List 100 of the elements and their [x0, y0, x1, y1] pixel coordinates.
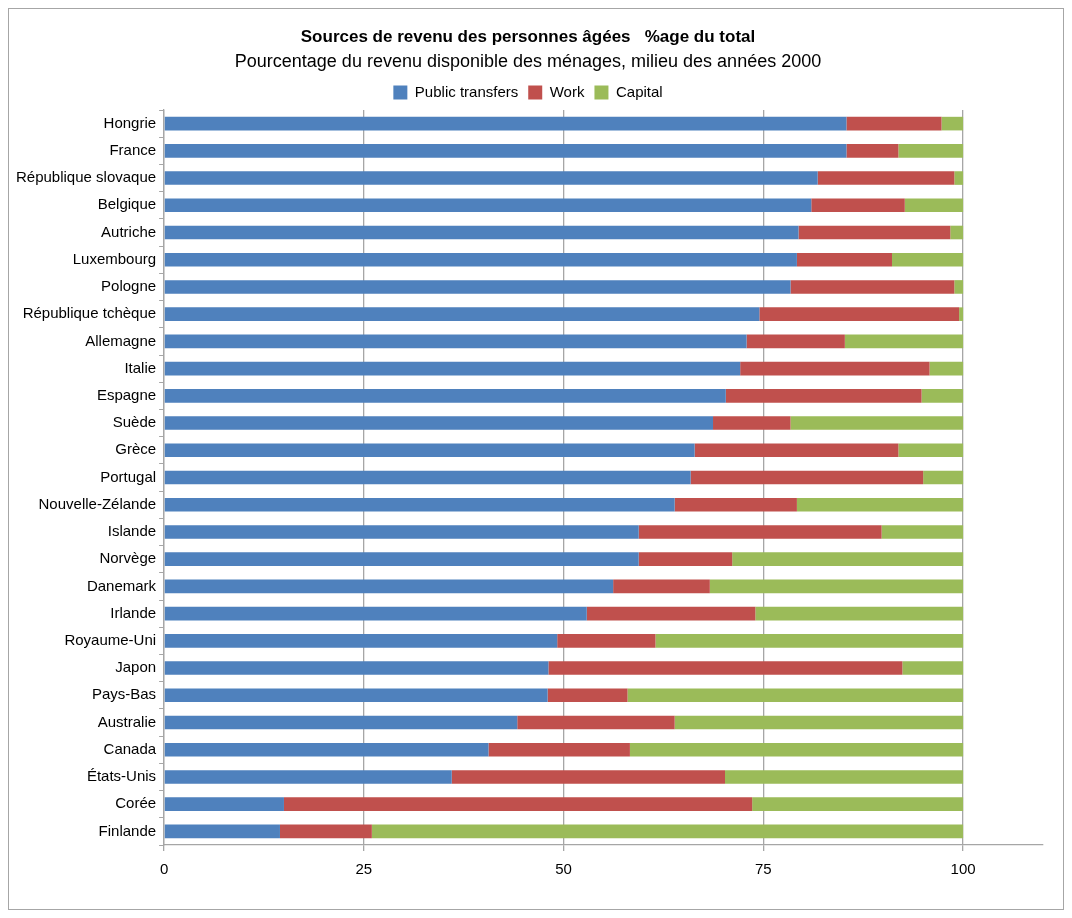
bar [638, 525, 882, 539]
bar [674, 497, 797, 512]
bar [164, 198, 812, 213]
y-tick-label: Norvège [99, 549, 157, 567]
y-tick-label: Islande [107, 522, 157, 540]
legend-label: Public transfers [414, 82, 519, 100]
y-tick-label: Canada [103, 739, 157, 757]
y-tick-label: République tchèque [22, 304, 157, 322]
bar [164, 661, 549, 675]
bar [713, 416, 791, 430]
bar [674, 715, 964, 730]
bar [164, 770, 452, 784]
bar [746, 334, 845, 349]
chart-subtitle: Pourcentage du revenu disponible des ménages, milieu des années 2000 [234, 51, 822, 72]
bar [923, 470, 964, 485]
bar [811, 198, 905, 213]
bar [846, 116, 942, 131]
bar [164, 361, 741, 376]
y-tick-label: Irlande [110, 603, 157, 621]
bar [959, 307, 964, 321]
bar [941, 116, 964, 131]
bar [790, 416, 964, 430]
y-tick-label: Italie [124, 358, 157, 376]
bar [950, 225, 964, 240]
bar [904, 198, 964, 213]
bar [709, 579, 964, 594]
bar [891, 252, 964, 267]
bar [164, 307, 760, 321]
y-tick-label: Japon [115, 658, 157, 676]
chart-title: Sources de revenu des personnes âgées %age du total [300, 26, 756, 46]
x-tick-label: 0 [159, 860, 169, 878]
bar [371, 824, 964, 839]
bar [164, 470, 691, 485]
bar [954, 280, 964, 294]
y-tick-label: Belgique [97, 195, 157, 213]
bar [164, 144, 847, 158]
bar [902, 661, 964, 675]
y-tick-label: Suède [112, 413, 157, 431]
bar [164, 225, 799, 240]
bar [846, 144, 899, 158]
bar [759, 307, 960, 321]
bar [164, 416, 714, 430]
bar [921, 389, 964, 403]
bar [725, 770, 964, 784]
bar [752, 797, 964, 811]
bar [694, 443, 899, 458]
legend-label: Work [549, 82, 585, 100]
y-tick-label: Allemagne [85, 331, 157, 349]
y-tick-label: Danemark [86, 576, 157, 594]
bar [164, 280, 791, 294]
bar [954, 171, 964, 185]
bar [164, 715, 518, 730]
bar [164, 171, 818, 185]
bar [164, 334, 747, 349]
bar [164, 116, 847, 131]
bar [627, 688, 964, 703]
x-tick-label: 50 [555, 860, 572, 878]
x-tick-label: 75 [755, 860, 772, 878]
bar [586, 606, 756, 621]
y-tick-label: Autriche [101, 222, 157, 240]
bar [164, 389, 726, 403]
bar [690, 470, 924, 485]
bar [548, 661, 903, 675]
bar [164, 824, 280, 839]
bar [164, 443, 695, 458]
bar [798, 225, 951, 240]
y-tick-label: Hongrie [103, 113, 157, 131]
y-tick-label: France [109, 140, 157, 158]
bar [164, 742, 489, 757]
bar [732, 552, 964, 566]
y-tick-label: Pologne [101, 277, 157, 295]
bar [725, 389, 922, 403]
bar [638, 552, 733, 566]
bar [164, 797, 284, 811]
y-tick-label: États-Unis [86, 767, 157, 785]
bar [881, 525, 964, 539]
bar [164, 252, 797, 267]
bar [164, 606, 587, 621]
bar [557, 634, 656, 648]
y-tick-label: Luxembourg [72, 249, 157, 267]
y-tick-label: Portugal [100, 467, 157, 485]
bar [451, 770, 725, 784]
bar [844, 334, 964, 349]
bar [164, 634, 558, 648]
legend-label: Capital [615, 82, 663, 100]
y-tick-label: Finlande [98, 821, 157, 839]
bar [164, 552, 639, 566]
bar [796, 497, 964, 512]
bar [164, 497, 675, 512]
y-tick-label: Grèce [115, 440, 157, 458]
bar [790, 280, 955, 294]
y-tick-label: Royaume-Uni [64, 630, 157, 648]
bar [283, 797, 753, 811]
bar [488, 742, 630, 757]
y-tick-label: Espagne [96, 385, 157, 403]
bar [898, 443, 964, 458]
bar [279, 824, 372, 839]
bar [655, 634, 964, 648]
bar [929, 361, 964, 376]
x-tick-label: 100 [950, 860, 976, 878]
